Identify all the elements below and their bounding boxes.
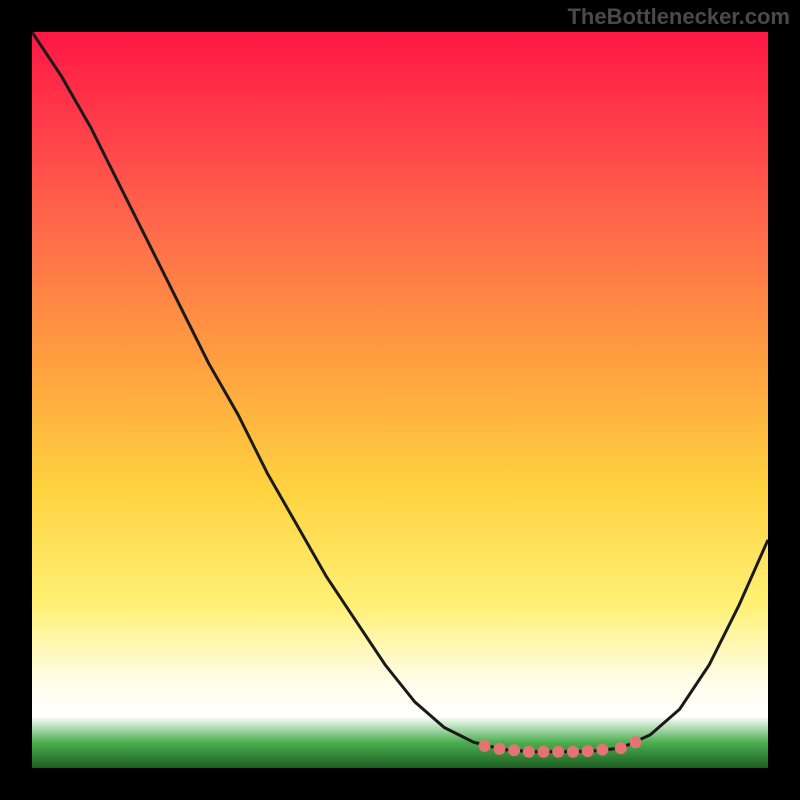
marker-dot <box>582 745 594 757</box>
marker-dot <box>630 736 642 748</box>
curve-layer <box>32 32 768 768</box>
marker-dot <box>523 746 535 758</box>
marker-dot <box>552 746 564 758</box>
marker-dot <box>615 742 627 754</box>
plot-area <box>32 32 768 768</box>
bottleneck-curve <box>32 32 768 752</box>
marker-dot <box>567 746 579 758</box>
marker-dot <box>508 744 520 756</box>
marker-dot <box>493 743 505 755</box>
marker-dots <box>479 736 642 758</box>
marker-dot <box>538 746 550 758</box>
watermark-text: TheBottlenecker.com <box>567 4 790 30</box>
marker-dot <box>479 740 491 752</box>
marker-dot <box>596 744 608 756</box>
